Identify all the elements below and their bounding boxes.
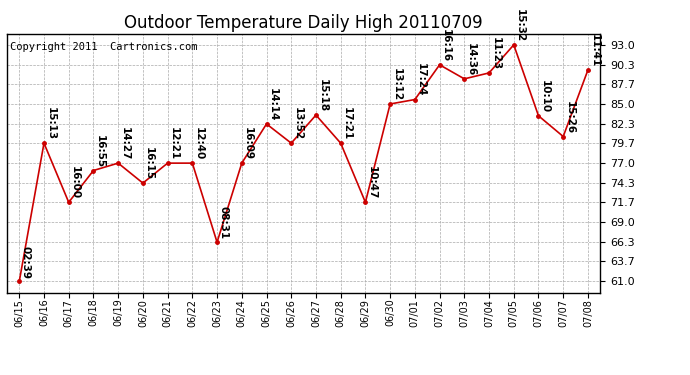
Text: 16:00: 16:00: [70, 166, 80, 200]
Text: 15:13: 15:13: [46, 107, 55, 140]
Text: 16:15: 16:15: [144, 147, 155, 180]
Text: 15:32: 15:32: [515, 9, 525, 42]
Text: 14:36: 14:36: [466, 43, 475, 76]
Text: 12:21: 12:21: [169, 127, 179, 160]
Text: 13:12: 13:12: [391, 68, 402, 101]
Text: 16:09: 16:09: [243, 128, 253, 160]
Text: 14:27: 14:27: [119, 127, 130, 160]
Title: Outdoor Temperature Daily High 20110709: Outdoor Temperature Daily High 20110709: [124, 14, 483, 32]
Text: 10:10: 10:10: [540, 80, 550, 113]
Text: 08:31: 08:31: [219, 206, 228, 240]
Text: 17:24: 17:24: [416, 63, 426, 97]
Text: 02:39: 02:39: [21, 246, 30, 279]
Text: 17:21: 17:21: [342, 107, 352, 140]
Text: 11:23: 11:23: [491, 37, 500, 70]
Text: 11:41: 11:41: [589, 34, 600, 67]
Text: 15:26: 15:26: [564, 100, 575, 134]
Text: 15:18: 15:18: [317, 79, 327, 112]
Text: 16:55: 16:55: [95, 135, 105, 168]
Text: Copyright 2011  Cartronics.com: Copyright 2011 Cartronics.com: [10, 42, 197, 51]
Text: 13:52: 13:52: [293, 107, 303, 140]
Text: 10:47: 10:47: [367, 166, 377, 200]
Text: 14:14: 14:14: [268, 88, 278, 121]
Text: 16:16: 16:16: [441, 29, 451, 62]
Text: 12:40: 12:40: [194, 127, 204, 160]
